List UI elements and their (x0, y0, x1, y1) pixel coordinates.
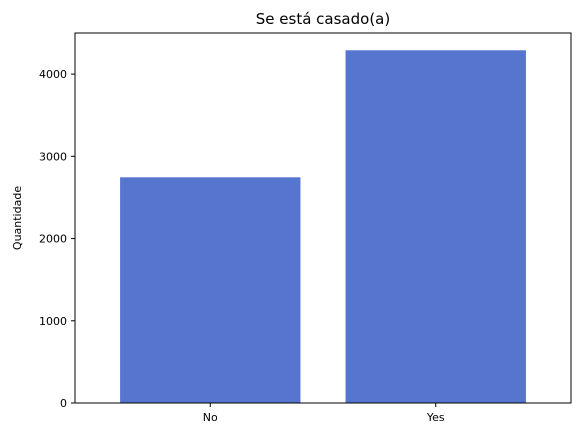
y-tick-label: 4000 (39, 68, 67, 81)
x-axis: No Yes (203, 403, 445, 424)
plot-frame (74, 32, 572, 404)
bar-yes (345, 50, 526, 404)
y-axis-label: Quantidade (11, 186, 24, 250)
chart-title: Se está casado(a) (256, 10, 390, 28)
bar-no (120, 177, 301, 403)
y-tick-label: 1000 (39, 315, 67, 328)
bars-group (120, 50, 526, 404)
y-axis: 0 1000 2000 3000 4000 (39, 68, 75, 410)
y-tick-label: 0 (60, 397, 67, 410)
x-tick-label: Yes (426, 411, 445, 424)
x-tick-label: No (203, 411, 218, 424)
y-tick-label: 3000 (39, 150, 67, 163)
y-tick-label: 2000 (39, 233, 67, 246)
